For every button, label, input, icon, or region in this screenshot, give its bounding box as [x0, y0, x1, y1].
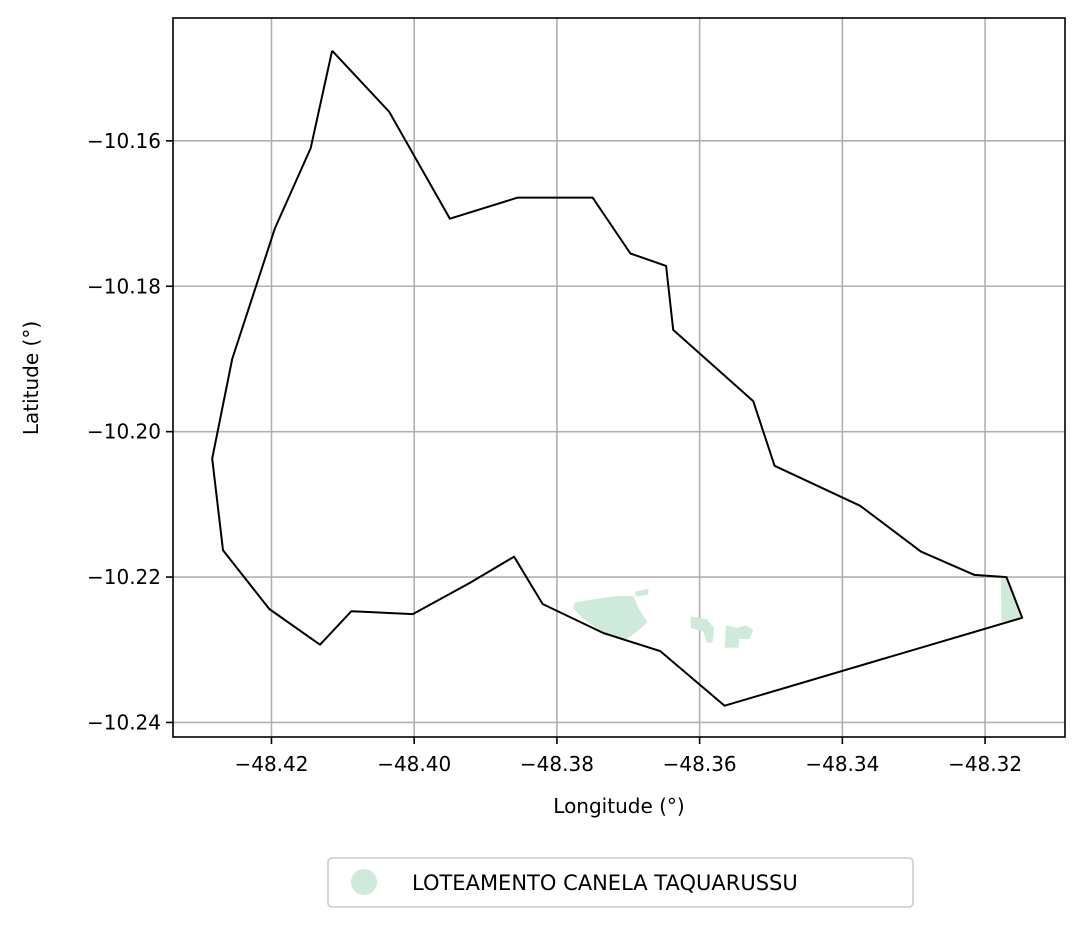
loteamento-polygon	[573, 596, 648, 641]
x-tick-label: −48.36	[663, 752, 737, 776]
subdivision-polygons	[573, 577, 1021, 648]
x-tick-label: −48.34	[805, 752, 879, 776]
x-axis-ticks: −48.42 −48.40 −48.38 −48.36 −48.34 −48.32	[234, 737, 1022, 776]
x-axis-label: Longitude (°)	[553, 794, 684, 818]
y-tick-label: −10.20	[87, 420, 161, 444]
legend-entry-loteamento: LOTEAMENTO CANELA TAQUARUSSU	[412, 871, 798, 895]
x-tick-label: −48.38	[520, 752, 594, 776]
x-tick-label: −48.32	[948, 752, 1022, 776]
loteamento-polygon	[724, 625, 754, 648]
legend-box	[327, 857, 914, 908]
loteamento-polygon	[1000, 577, 1021, 623]
plot-frame	[172, 17, 1066, 738]
x-tick-label: −48.42	[234, 752, 308, 776]
grid	[173, 18, 1065, 737]
legend: LOTEAMENTO CANELA TAQUARUSSU	[327, 857, 914, 908]
y-tick-label: −10.24	[87, 710, 161, 734]
y-tick-label: −10.18	[87, 274, 161, 298]
boundary-line	[211, 50, 1024, 707]
x-tick-label: −48.40	[377, 752, 451, 776]
legend-marker-loteamento	[351, 869, 377, 895]
y-tick-label: −10.16	[87, 129, 161, 153]
y-axis-label: Latitude (°)	[19, 321, 43, 435]
y-tick-label: −10.22	[87, 565, 161, 589]
boundary-outline	[211, 50, 1024, 707]
loteamento-polygon	[635, 588, 649, 597]
y-axis-ticks: −10.16 −10.18 −10.20 −10.22 −10.24	[87, 129, 173, 734]
loteamento-polygon	[690, 616, 714, 643]
